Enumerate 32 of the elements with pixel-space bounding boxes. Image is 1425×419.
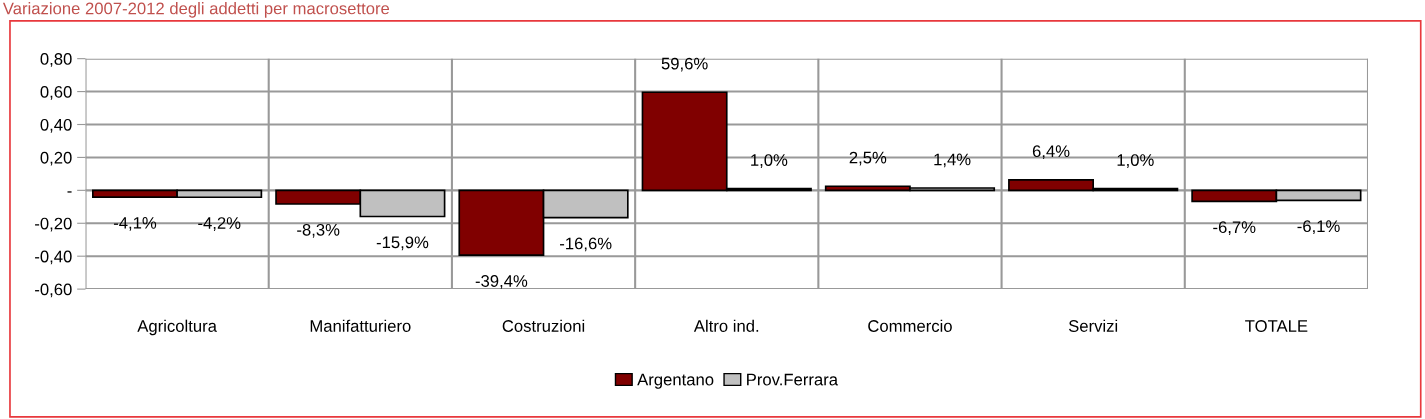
x-tick-label: Servizi [1068,319,1118,332]
x-tick-label: Costruzioni [502,319,585,332]
y-tick-label: 0,20 [40,151,72,166]
data-label: 1,0% [751,154,788,168]
data-label: -4,2% [198,217,241,231]
x-tick-label: TOTALE [1245,320,1308,332]
chart-title: Variazione 2007-2012 degli addetti per macrosettore [2,2,390,18]
data-label: -16,6% [560,237,612,252]
legend-label: Argentano [637,373,714,389]
data-label: -4,1% [113,217,157,231]
data-label: -15,9% [376,236,429,251]
data-label: -6,7% [1213,221,1256,236]
y-tick-label: 0,40 [40,118,72,133]
y-tick-label: -0,20 [35,217,72,232]
data-label: 6,4% [1032,145,1070,160]
legend-label: Prov.Ferrara [747,373,839,386]
x-tick-label: Manifatturiero [310,319,411,332]
x-tick-label: Altro ind. [693,319,759,332]
data-label: 1,4% [934,153,971,168]
data-label: -6,1% [1297,220,1340,235]
y-tick-label: 0,60 [40,85,72,100]
y-tick-label: 0,80 [40,53,72,67]
data-label: -8,3% [297,223,340,238]
y-tick-label: - [67,191,72,193]
data-label: 59,6% [661,57,708,72]
y-tick-label: -0,40 [35,250,72,265]
data-label: -39,4% [475,275,528,289]
y-tick-label: -0,60 [35,283,72,298]
x-tick-label: Commercio [868,319,952,332]
data-label: 2,5% [849,151,887,166]
data-label: 1,0% [1117,154,1154,168]
x-tick-label: Agricoltura [137,319,217,336]
